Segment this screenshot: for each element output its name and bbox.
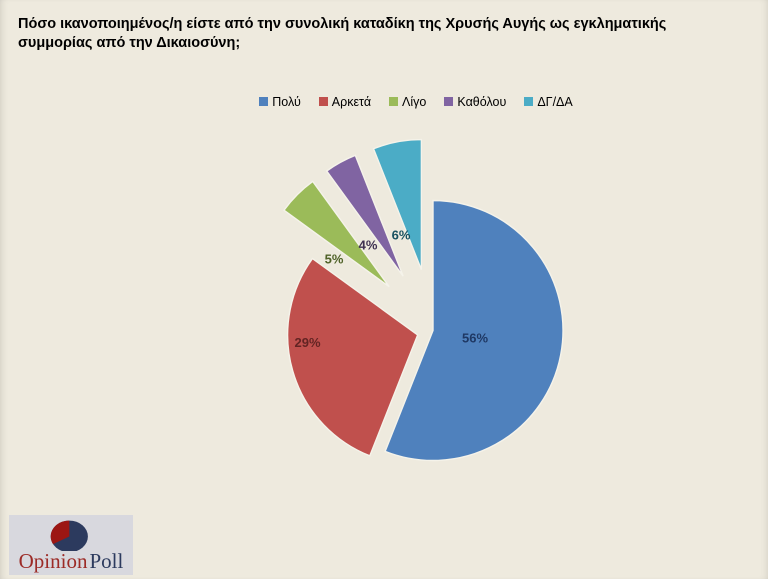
svg-text:29%: 29% bbox=[294, 335, 320, 350]
svg-text:4%: 4% bbox=[359, 238, 378, 253]
svg-text:5%: 5% bbox=[325, 252, 344, 267]
svg-text:56%: 56% bbox=[462, 331, 488, 346]
svg-text:6%: 6% bbox=[392, 228, 411, 243]
